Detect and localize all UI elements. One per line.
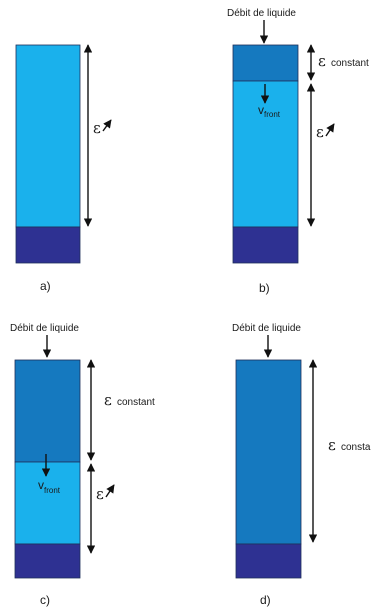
panel-b-increase-icon	[325, 123, 335, 137]
panel-d-constant-label: constant	[341, 442, 371, 453]
panel-a-label: a)	[40, 279, 51, 293]
panel-c-light-zone	[14, 461, 81, 545]
panel-b-v: v	[258, 103, 264, 117]
panel-b-flow-label: Débit de liquide	[227, 8, 296, 19]
panel-d-label: d)	[260, 593, 271, 607]
panel-b-constant-epsilon: ε	[318, 52, 326, 70]
panel-a-light-zone	[15, 44, 81, 228]
panel-a-epsilon: ε	[93, 119, 101, 137]
panel-b: Débit de liquide v front ε constant ε b)	[227, 8, 369, 295]
panel-c-front: front	[44, 486, 61, 495]
panel-c-saturated-zone	[14, 359, 81, 463]
panel-d-base	[235, 543, 302, 579]
panel-b-constant-label: constant	[331, 58, 369, 69]
panel-b-label: b)	[259, 281, 270, 295]
panel-d-saturated-zone	[235, 359, 302, 545]
panel-c-constant-epsilon: ε	[104, 391, 112, 409]
panel-b-light-zone	[232, 80, 299, 228]
panel-c: Débit de liquide v front ε constant ε c)	[10, 323, 155, 607]
panel-a: ε a)	[15, 44, 112, 293]
panel-a-base	[15, 226, 81, 264]
panel-b-saturated-zone	[232, 44, 299, 82]
panel-b-base	[232, 226, 299, 264]
panel-a-increase-icon	[102, 119, 112, 132]
panel-c-v: v	[38, 478, 44, 492]
panel-c-epsilon: ε	[96, 485, 104, 503]
panel-c-base	[14, 543, 81, 579]
panel-c-flow-label: Débit de liquide	[10, 323, 79, 334]
panel-c-increase-icon	[105, 484, 115, 498]
panel-c-constant-label: constant	[117, 397, 155, 408]
panel-d-flow-label: Débit de liquide	[232, 323, 301, 334]
panel-b-front: front	[264, 110, 281, 119]
panel-c-label: c)	[40, 593, 50, 607]
panel-d-constant-epsilon: ε	[328, 436, 336, 454]
panel-d: Débit de liquide ε constant d)	[232, 323, 371, 607]
panel-b-epsilon: ε	[316, 123, 324, 141]
